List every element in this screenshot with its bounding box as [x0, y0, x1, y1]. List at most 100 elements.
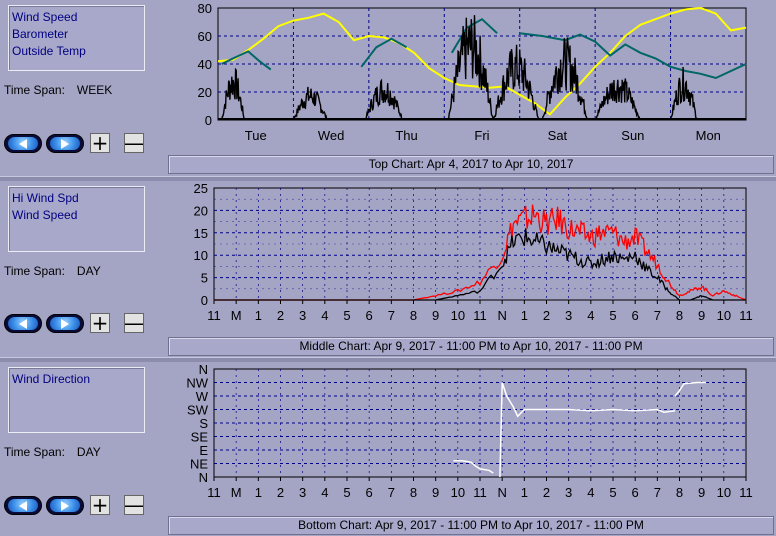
x-tick-label: Sat — [548, 128, 568, 143]
y-tick-label: SE — [191, 430, 209, 445]
timespan-value[interactable]: DAY — [76, 264, 101, 278]
x-tick-label: 10 — [717, 308, 731, 323]
x-tick-label: 3 — [299, 485, 306, 500]
right-arrow-icon — [61, 500, 69, 511]
wind-speed-burst — [447, 15, 494, 121]
zoom-in-button-middle[interactable]: + — [90, 311, 110, 335]
x-tick-label: 11 — [207, 308, 221, 323]
caption-to-word: to — [500, 339, 511, 353]
legend-item-wind-speed: Wind Speed — [12, 10, 78, 24]
x-tick-label: M — [231, 308, 242, 323]
y-tick-label: S — [199, 416, 208, 431]
y-tick-label: E — [199, 443, 208, 458]
direction-line — [674, 381, 707, 397]
y-tick-label: SW — [187, 403, 209, 418]
timespan-label: Time Span: — [4, 264, 65, 278]
caption-prefix: Middle Chart: — [299, 339, 371, 353]
x-tick-label: 9 — [698, 485, 705, 500]
zoom-out-button-bottom[interactable]: — — [124, 493, 144, 517]
timespan-value[interactable]: DAY — [76, 445, 101, 459]
x-tick-label: 9 — [698, 308, 705, 323]
caption-to: Apr 10, 2017 - 11:00 PM — [512, 339, 643, 353]
x-tick-label: N — [497, 485, 506, 500]
zoom-out-button-top[interactable]: — — [124, 131, 144, 155]
x-tick-label: 5 — [343, 308, 350, 323]
y-tick-label: W — [196, 389, 209, 404]
x-tick-label: 2 — [277, 485, 284, 500]
x-tick-label: 11 — [473, 308, 487, 323]
x-tick-label: 10 — [717, 485, 731, 500]
x-tick-label: 10 — [451, 308, 465, 323]
y-tick-label: N — [199, 470, 208, 485]
y-tick-label: 0 — [201, 293, 208, 308]
y-tick-label: 5 — [201, 271, 208, 286]
x-tick-label: 5 — [609, 485, 616, 500]
y-tick-label: 20 — [194, 203, 208, 218]
next-button-middle[interactable] — [46, 314, 84, 333]
y-tick-label: 80 — [198, 1, 212, 16]
separator — [0, 176, 776, 181]
zoom-in-button-bottom[interactable]: + — [90, 493, 110, 517]
timespan-top: Time Span: WEEK — [4, 83, 112, 97]
x-tick-label: 7 — [388, 308, 395, 323]
wind-speed-burst — [221, 67, 246, 121]
legend-item-barometer: Barometer — [12, 27, 69, 41]
prev-button-top[interactable] — [4, 134, 42, 153]
x-tick-label: 3 — [565, 308, 572, 323]
x-tick-label: 11 — [207, 485, 221, 500]
next-button-top[interactable] — [46, 134, 84, 153]
wind-speed-burst — [669, 66, 698, 121]
x-tick-label: Thu — [395, 128, 417, 143]
caption-prefix: Top Chart: — [368, 157, 424, 171]
legend-box-bottom: Wind Direction — [8, 367, 145, 433]
x-tick-label: 4 — [587, 308, 594, 323]
x-tick-label: 10 — [451, 485, 465, 500]
caption-to-word: to — [492, 157, 503, 171]
x-tick-label: Tue — [245, 128, 267, 143]
separator — [0, 357, 776, 362]
x-tick-label: 11 — [473, 485, 487, 500]
legend-item-outside-temp: Outside Temp — [12, 44, 86, 58]
timespan-label: Time Span: — [4, 83, 65, 97]
caption-from: Apr 9, 2017 - 11:00 PM — [373, 339, 497, 353]
x-tick-label: 8 — [410, 308, 417, 323]
x-tick-label: 7 — [654, 485, 661, 500]
barometer-line — [519, 32, 747, 80]
y-tick-label: 10 — [194, 248, 208, 263]
x-tick-label: Fri — [474, 128, 489, 143]
x-tick-label: M — [231, 485, 242, 500]
caption-to-word: to — [501, 518, 512, 532]
x-tick-label: 1 — [521, 308, 528, 323]
timespan-value[interactable]: WEEK — [76, 83, 113, 97]
x-tick-label: 9 — [432, 485, 439, 500]
caption-to: Apr 10, 2017 — [504, 157, 574, 171]
zoom-in-button-top[interactable]: + — [90, 131, 110, 155]
barometer-line — [360, 37, 408, 68]
x-tick-label: 4 — [321, 485, 328, 500]
timespan-bottom: Time Span: DAY — [4, 445, 101, 459]
x-tick-label: 8 — [410, 485, 417, 500]
caption-prefix: Bottom Chart: — [298, 518, 373, 532]
legend-box-top: Wind Speed Barometer Outside Temp — [8, 5, 145, 71]
next-button-bottom[interactable] — [46, 496, 84, 515]
x-tick-label: 1 — [521, 485, 528, 500]
y-tick-label: 40 — [198, 57, 212, 72]
left-arrow-icon — [19, 318, 27, 329]
zoom-out-button-middle[interactable]: — — [124, 311, 144, 335]
legend-item-hi-wind-spd: Hi Wind Spd — [12, 191, 79, 205]
x-tick-label: Mon — [696, 128, 721, 143]
prev-button-middle[interactable] — [4, 314, 42, 333]
wind-speed-burst — [541, 37, 589, 121]
prev-button-bottom[interactable] — [4, 496, 42, 515]
middle-chart-caption: Middle Chart: Apr 9, 2017 - 11:00 PM to … — [168, 337, 774, 356]
x-tick-label: 6 — [632, 308, 639, 323]
legend-box-middle: Hi Wind Spd Wind Speed — [8, 186, 145, 252]
y-tick-label: 60 — [198, 29, 212, 44]
x-tick-label: 4 — [321, 308, 328, 323]
right-arrow-icon — [61, 318, 69, 329]
x-tick-label: Wed — [318, 128, 345, 143]
y-tick-label: NE — [190, 457, 208, 472]
wind-speed-burst — [292, 86, 328, 121]
x-tick-label: 3 — [565, 485, 572, 500]
top-chart: 0 20 40 60 80 Tue Wed Thu Fri Sat Sun Mon — [198, 1, 747, 143]
